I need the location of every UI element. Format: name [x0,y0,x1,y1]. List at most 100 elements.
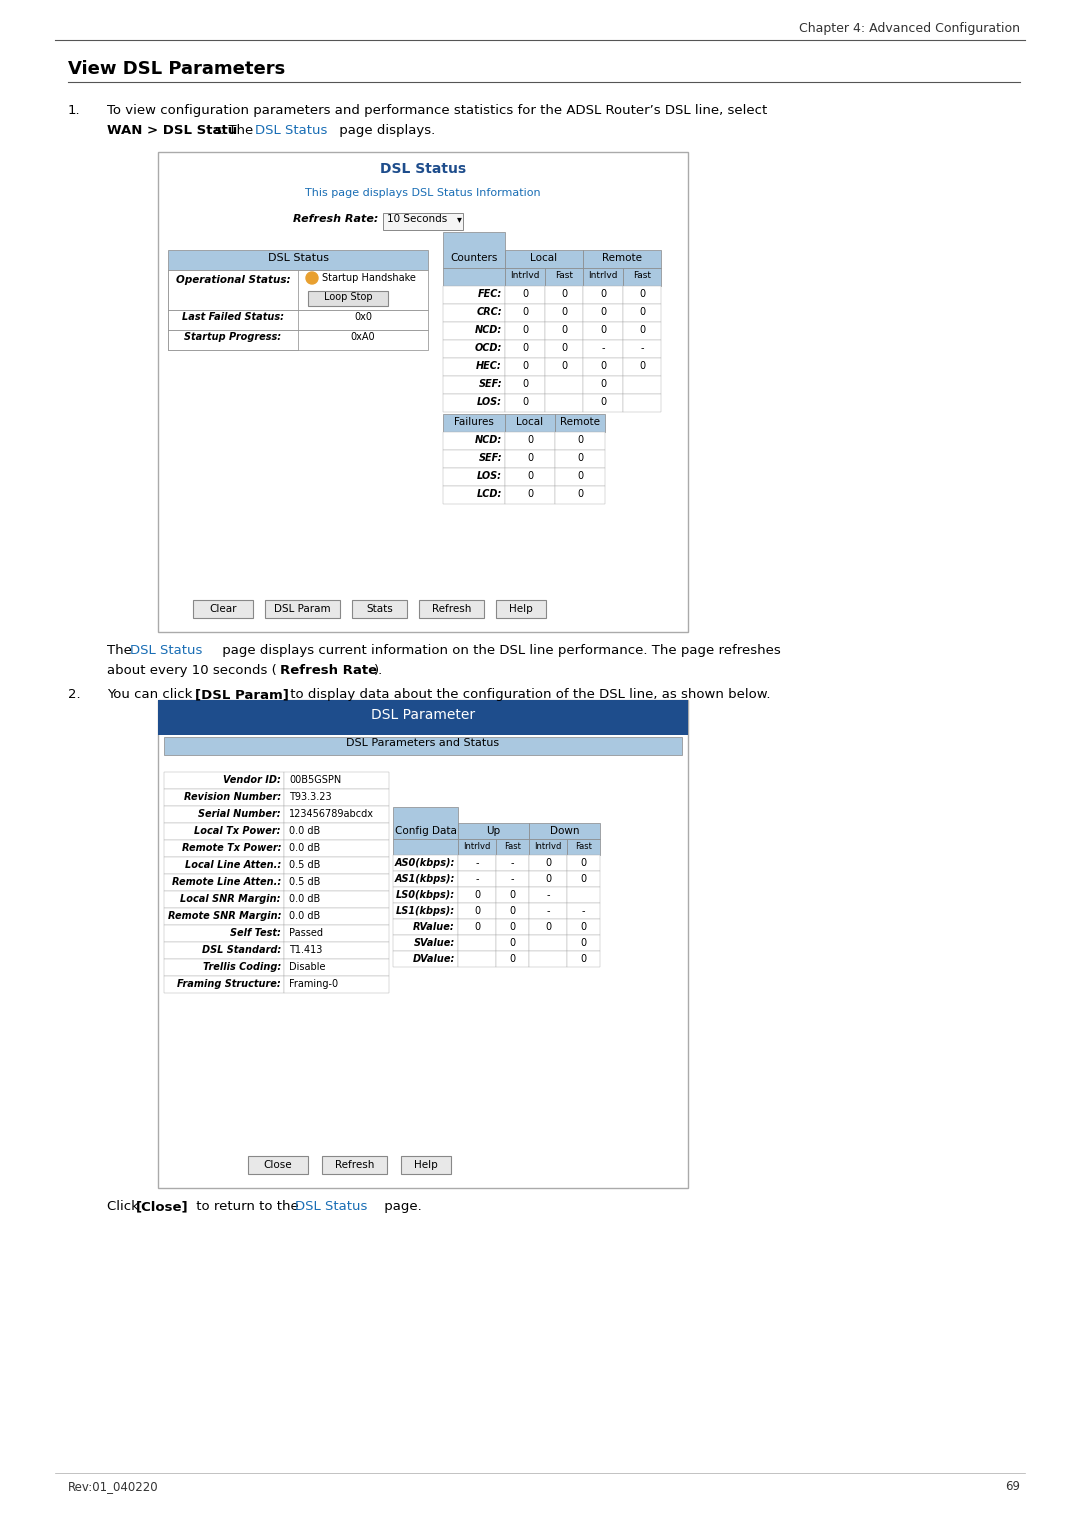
Text: 0: 0 [580,953,586,964]
Circle shape [306,272,318,284]
Text: 0: 0 [599,289,606,299]
Bar [555,468,605,486]
Text: about every 10 seconds (: about every 10 seconds ( [107,665,276,677]
Bar [443,286,505,304]
Text: Remote Tx Power:: Remote Tx Power: [181,843,281,853]
Text: 0.0 dB: 0.0 dB [289,843,321,853]
Bar [505,341,545,358]
Bar [284,840,389,857]
Text: DValue:: DValue: [413,953,455,964]
Bar [458,824,529,839]
Text: Rev:01_040220: Rev:01_040220 [68,1481,159,1493]
Bar [352,601,407,617]
Bar [583,267,623,286]
Bar [567,871,600,886]
Text: Local Tx Power:: Local Tx Power: [194,827,281,836]
Bar [529,950,567,967]
Text: Disable: Disable [289,963,325,972]
Text: Vendor ID:: Vendor ID: [224,775,281,785]
Text: T1.413: T1.413 [289,944,322,955]
Bar [505,267,545,286]
Text: 0.0 dB: 0.0 dB [289,911,321,921]
Text: 0: 0 [580,938,586,947]
Bar [164,908,284,924]
Text: This page displays DSL Status Information: This page displays DSL Status Informatio… [306,188,541,199]
Bar [623,394,661,413]
Text: 0: 0 [522,307,528,316]
Bar [393,935,458,950]
Text: Clear: Clear [210,604,237,614]
Text: [DSL Param]: [DSL Param] [195,688,288,701]
Text: 0: 0 [510,906,515,915]
Bar [496,903,529,918]
Text: DSL Status: DSL Status [380,162,467,176]
Text: Fast: Fast [633,270,651,280]
Bar [505,358,545,376]
Bar [505,251,583,267]
Bar [164,857,284,874]
Text: 0: 0 [580,859,586,868]
Bar [623,322,661,341]
Bar [443,451,505,468]
Bar [505,468,555,486]
Bar [583,251,661,267]
Text: 1.: 1. [68,104,81,118]
Text: Local: Local [516,417,543,426]
Bar [284,772,389,788]
Text: Chapter 4: Advanced Configuration: Chapter 4: Advanced Configuration [799,21,1020,35]
Text: SEF:: SEF: [478,452,502,463]
Text: page displays.: page displays. [335,124,435,138]
Bar [496,839,529,856]
Bar [158,700,688,1187]
Text: 0: 0 [577,452,583,463]
Bar [443,432,505,451]
Text: 0: 0 [577,489,583,500]
Text: 0: 0 [599,361,606,371]
Text: 0: 0 [510,938,515,947]
Text: -: - [640,342,644,353]
Text: Click: Click [107,1199,144,1213]
Text: 0: 0 [639,289,645,299]
Text: 2.: 2. [68,688,81,701]
Bar [443,232,505,267]
Bar [443,267,505,286]
Bar [248,1157,308,1174]
Bar [529,856,567,871]
Bar [583,304,623,322]
Text: 0: 0 [599,307,606,316]
Bar [164,824,284,840]
Text: 0.0 dB: 0.0 dB [289,827,321,836]
Text: Help: Help [509,604,532,614]
Text: 0.0 dB: 0.0 dB [289,894,321,905]
Bar [284,891,389,908]
Text: -: - [582,906,585,915]
Bar [505,486,555,504]
Bar [623,341,661,358]
Bar [393,807,458,839]
Bar [567,903,600,918]
Bar [545,394,583,413]
Text: Serial Number:: Serial Number: [199,808,281,819]
Text: Refresh Rate:: Refresh Rate: [293,214,378,225]
Bar [505,376,545,394]
Bar [443,394,505,413]
Bar [193,601,253,617]
Text: Fast: Fast [575,842,592,851]
Bar [284,941,389,960]
Text: HEC:: HEC: [476,361,502,371]
Bar [545,286,583,304]
Bar [505,394,545,413]
Text: DSL Parameter: DSL Parameter [370,707,475,723]
Bar [545,304,583,322]
Bar [284,960,389,976]
Text: -: - [475,874,478,885]
Text: Failures: Failures [454,417,494,426]
Text: Intrlvd: Intrlvd [510,270,540,280]
Bar [567,950,600,967]
Text: 0: 0 [599,379,606,390]
Text: Remote: Remote [602,254,642,263]
Bar [164,736,681,755]
Bar [567,935,600,950]
Text: 0: 0 [561,325,567,335]
Bar [443,358,505,376]
